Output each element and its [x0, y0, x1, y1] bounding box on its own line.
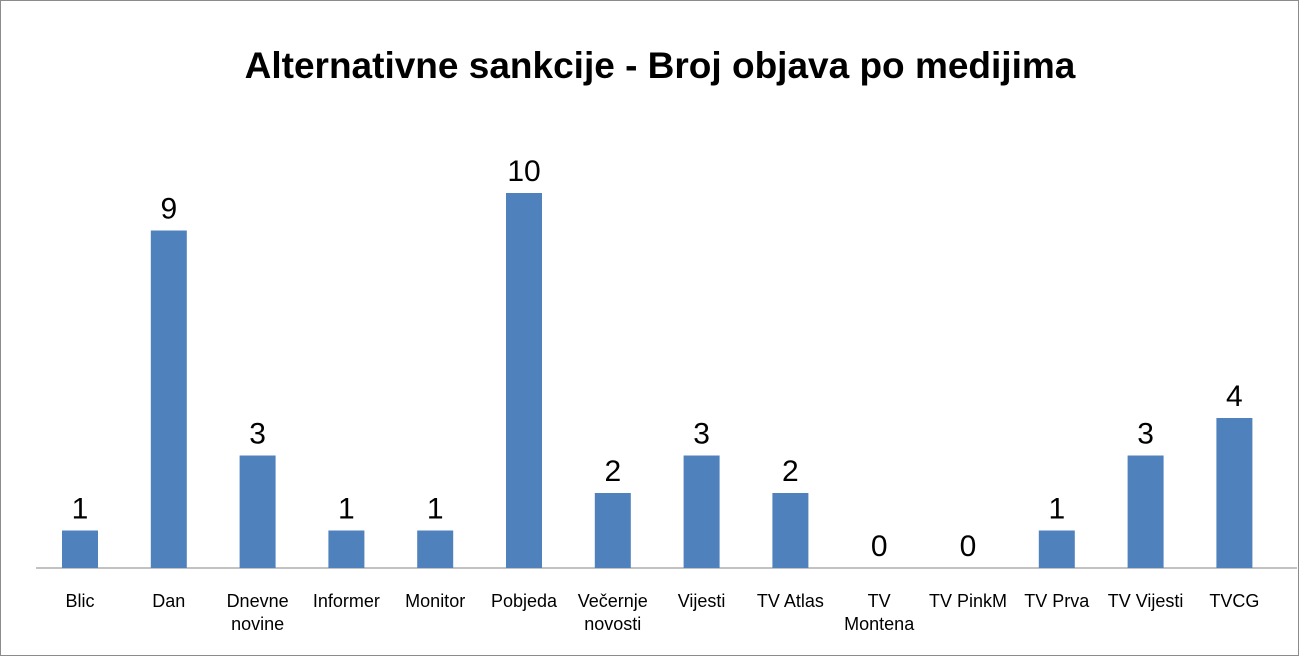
value-label: 10: [507, 155, 540, 188]
bar: [506, 193, 542, 568]
value-label: 1: [1048, 492, 1065, 525]
bar: [594, 493, 631, 568]
x-tick-label: TVCG: [1209, 591, 1260, 611]
x-tick-label: Vijesti: [677, 591, 726, 611]
value-label: 1: [427, 492, 444, 525]
x-tick-label: Blic: [65, 591, 95, 611]
bar: [239, 455, 276, 568]
x-tick-label: TV Vijesti: [1107, 591, 1184, 611]
x-tick-label: TV Montena: [844, 591, 915, 634]
bar: [417, 530, 454, 568]
bar: [62, 530, 98, 568]
value-label: 1: [72, 492, 89, 525]
x-tick-label: Dan: [152, 591, 186, 611]
x-tick-label: TV PinkM: [928, 591, 1007, 611]
x-tick-label: Pobjeda: [490, 591, 558, 611]
bar: [772, 493, 809, 568]
x-tick-label: Informer: [312, 591, 380, 611]
bar: [150, 230, 187, 568]
bar: [328, 530, 365, 568]
value-label: 2: [782, 455, 799, 488]
x-tick-label: Monitor: [405, 591, 466, 611]
value-label: 9: [160, 192, 177, 225]
chart-title: Alternativne sankcije - Broj objava po m…: [245, 45, 1076, 86]
x-tick-label: Dnevne novine: [226, 591, 289, 634]
value-label: 1: [338, 492, 355, 525]
value-label: 4: [1226, 380, 1243, 413]
value-label: 0: [871, 530, 888, 563]
x-tick-label: TV Atlas: [756, 591, 824, 611]
bar: [683, 455, 720, 568]
value-label: 3: [1137, 417, 1154, 450]
bar: [1127, 455, 1164, 568]
value-label: 2: [604, 455, 621, 488]
value-label: 3: [249, 417, 266, 450]
value-label: 0: [960, 530, 977, 563]
bar: [1216, 418, 1253, 568]
value-label: 3: [693, 417, 710, 450]
x-tick-label: TV Prva: [1024, 591, 1090, 611]
x-tick-label: Večernje novosti: [577, 591, 648, 634]
bar: [1038, 530, 1075, 568]
